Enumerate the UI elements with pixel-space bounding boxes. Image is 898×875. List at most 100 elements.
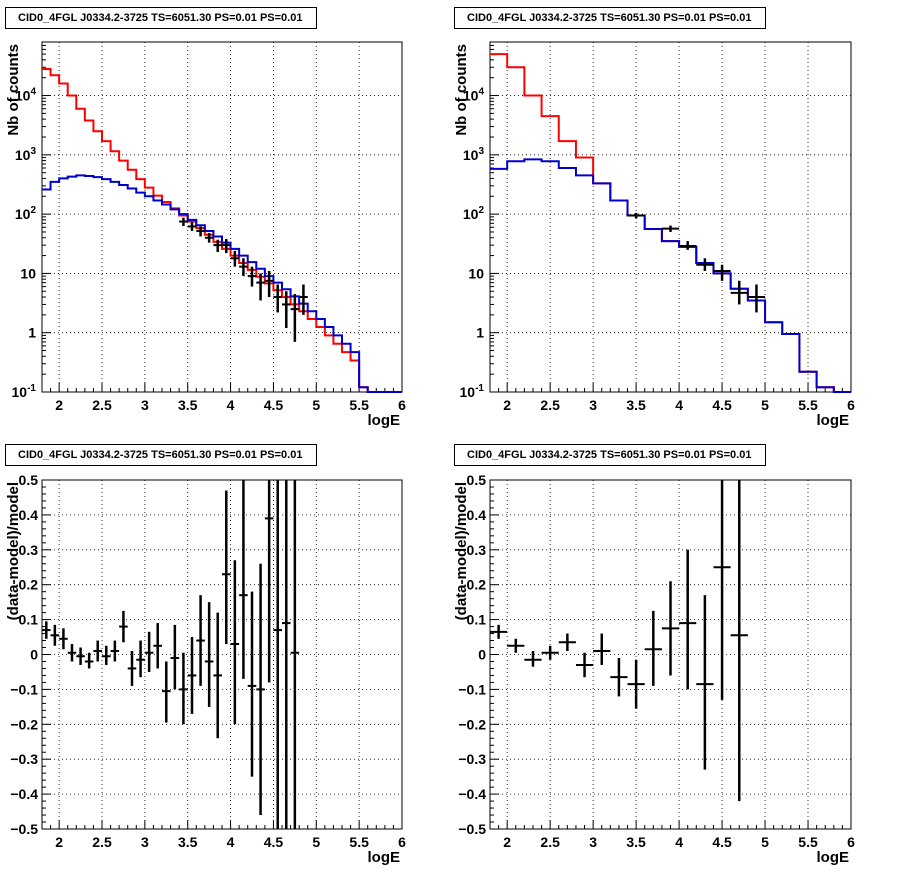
x-tick-label: 4 <box>675 397 683 413</box>
model-histogram-total <box>42 68 402 393</box>
y-tick-label: 10-1 <box>460 383 485 400</box>
y-tick-label: −0.2 <box>10 716 38 732</box>
x-tick-label: 3 <box>141 834 149 850</box>
data-point <box>222 490 231 645</box>
data-point <box>282 480 291 829</box>
x-tick-label: 4 <box>227 397 235 413</box>
y-tick-label: 10 <box>20 265 36 281</box>
data-point <box>230 560 240 725</box>
x-tick-label: 5 <box>312 397 320 413</box>
y-tick-label: 0.4 <box>19 507 39 523</box>
data-point <box>610 657 628 697</box>
data-point <box>42 621 51 639</box>
x-tick-label: 6 <box>847 397 855 413</box>
data-point <box>50 624 60 646</box>
data-point <box>127 651 137 686</box>
x-tick-label: 5 <box>761 397 769 413</box>
x-tick-label: 4 <box>675 834 683 850</box>
x-axis-label: logE <box>817 412 850 429</box>
y-tick-label: −0.4 <box>10 786 38 802</box>
x-tick-label: 5.5 <box>349 834 369 850</box>
data-point <box>558 633 576 652</box>
data-point <box>713 480 731 700</box>
x-tick-label: 2 <box>55 834 63 850</box>
x-tick-label: 3.5 <box>178 834 198 850</box>
data-point <box>290 480 300 829</box>
data-point <box>696 258 714 271</box>
y-tick-label: 103 <box>15 146 37 163</box>
data-point <box>273 284 282 313</box>
panel-3-title: CID0_4FGL J0334.2-3725 TS=6051.30 PS=0.0… <box>5 444 317 466</box>
data-point <box>187 222 197 231</box>
y-axis-label: (data-model)/model <box>5 482 22 620</box>
data-point <box>67 644 77 662</box>
data-point <box>213 612 222 739</box>
data-point <box>213 239 222 252</box>
data-point <box>153 623 162 669</box>
y-axis-label: Nb of counts <box>453 44 470 136</box>
x-tick-label: 3 <box>589 834 597 850</box>
x-tick-label: 3 <box>589 397 597 413</box>
y-tick-label: 0.1 <box>467 612 487 628</box>
data-point <box>179 217 188 227</box>
y-tick-label: 1 <box>476 325 484 341</box>
y-tick-label: 0 <box>30 647 38 663</box>
model-histogram-source <box>42 174 402 393</box>
data-point <box>76 647 85 665</box>
data-point <box>282 291 291 329</box>
data-point <box>247 266 257 287</box>
x-tick-label: 4.5 <box>264 834 284 850</box>
y-tick-label: 10-1 <box>12 383 37 400</box>
y-tick-label: 1 <box>28 325 36 341</box>
data-point <box>696 595 714 770</box>
y-tick-label: −0.4 <box>458 786 486 802</box>
y-tick-label: −0.5 <box>458 821 486 837</box>
x-tick-label: 2.5 <box>540 397 560 413</box>
data-point <box>290 293 300 342</box>
data-point <box>644 610 662 686</box>
plot-frame <box>41 41 403 393</box>
x-tick-label: 6 <box>398 834 406 850</box>
data-point <box>730 480 748 802</box>
y-tick-label: 0.4 <box>467 507 487 523</box>
data-point <box>747 284 766 313</box>
x-axis-label: logE <box>368 849 401 866</box>
x-tick-label: 5 <box>312 834 320 850</box>
data-point <box>256 273 265 301</box>
data-point <box>679 241 697 250</box>
data-point <box>264 270 274 298</box>
data-point <box>144 631 154 672</box>
x-tick-label: 2 <box>55 397 63 413</box>
y-tick-label: 0.1 <box>19 612 39 628</box>
grid <box>490 42 852 393</box>
data-point <box>679 549 697 690</box>
x-tick-label: 3.5 <box>626 397 646 413</box>
y-tick-label: 103 <box>463 146 485 163</box>
x-tick-label: 2.5 <box>540 834 560 850</box>
x-tick-label: 3 <box>141 397 149 413</box>
x-tick-label: 2 <box>503 397 511 413</box>
data-point <box>507 638 525 653</box>
y-tick-label: 0.2 <box>467 577 487 593</box>
y-tick-label: −0.2 <box>458 716 486 732</box>
data-point <box>256 563 265 816</box>
x-tick-label: 5.5 <box>349 397 369 413</box>
y-tick-label: 102 <box>463 205 485 222</box>
x-tick-label: 5.5 <box>798 834 818 850</box>
data-point <box>230 250 240 267</box>
data-point <box>59 628 68 650</box>
x-tick-label: 2.5 <box>92 397 112 413</box>
y-tick-label: 102 <box>15 205 37 222</box>
data-point <box>162 661 171 723</box>
data-point <box>187 637 197 714</box>
x-tick-label: 4.5 <box>712 397 732 413</box>
data-point <box>490 624 508 639</box>
y-tick-label: 0 <box>478 647 486 663</box>
data-point <box>541 645 559 660</box>
data-point <box>524 651 542 667</box>
data-point <box>93 640 102 662</box>
data-point <box>119 610 128 643</box>
